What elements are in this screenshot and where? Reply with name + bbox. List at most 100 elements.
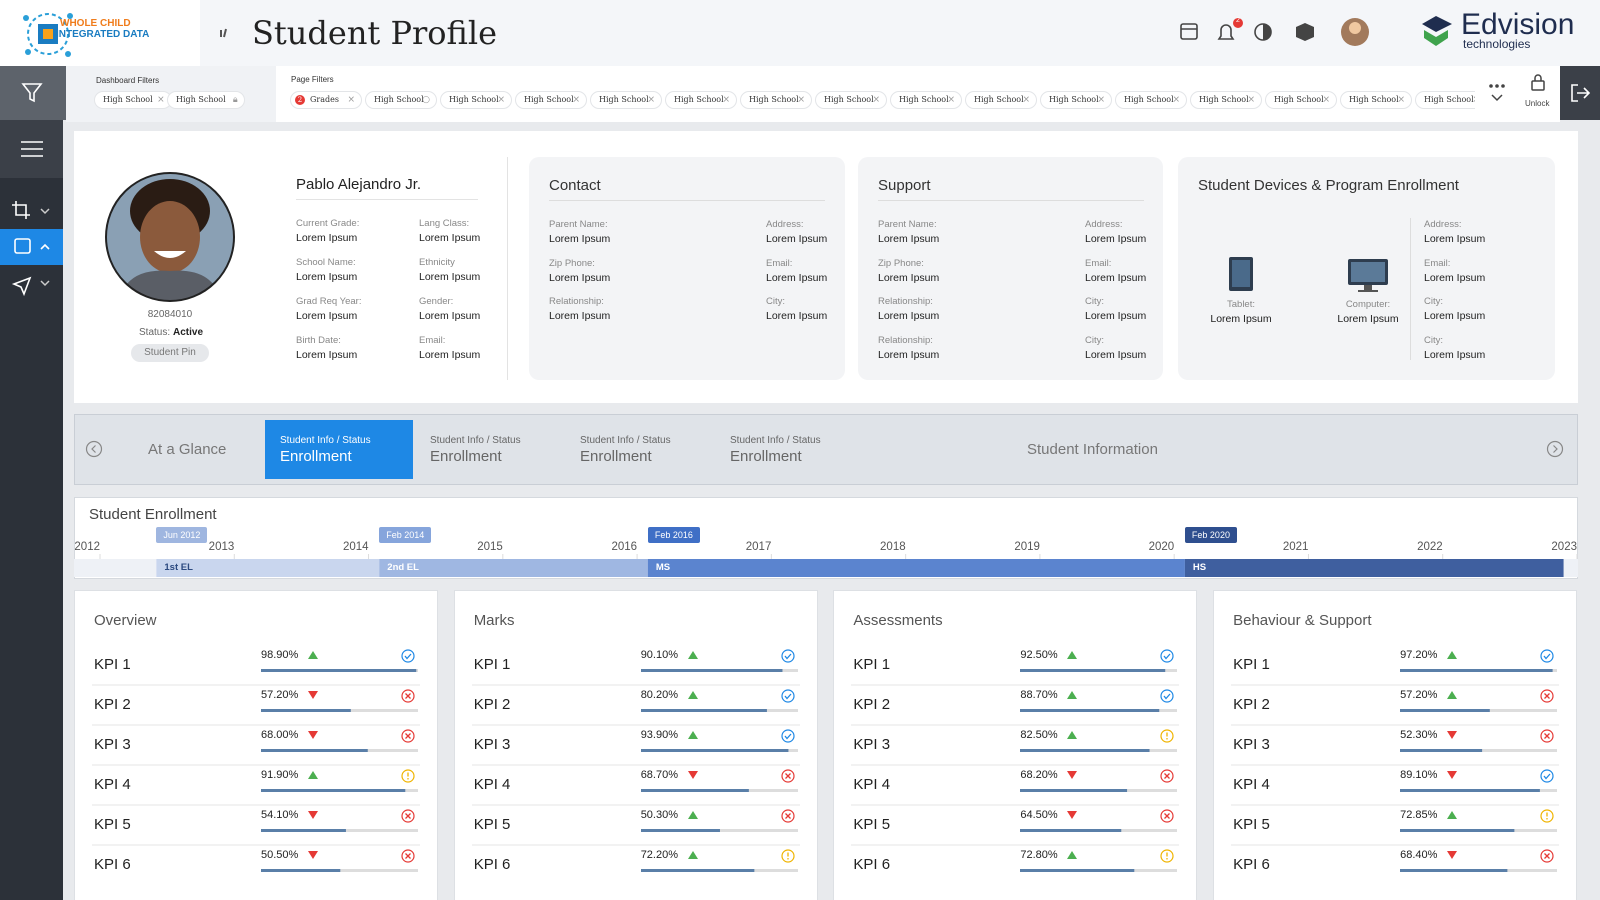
kpi-value: 82.50% [1020,729,1058,741]
filter-chip[interactable]: High School× [1190,91,1262,109]
filter-chip[interactable]: High School× [515,91,587,109]
chip-close: × [347,95,355,105]
status-icon [401,849,415,863]
kpi-bar [1400,789,1540,792]
more-icon[interactable] [1485,80,1509,110]
status-icon [1540,649,1554,663]
filter-chip[interactable]: Grades 2 × [290,91,362,109]
status-icon [1540,729,1554,743]
kpi-value: 72.80% [1020,849,1058,861]
year-label: 2013 [208,541,235,553]
card-title: Student Devices & Program Enrollment [1198,177,1459,194]
pin-icon [220,28,227,38]
field-label: Lang Class: [419,218,470,229]
field-value: Lorem Ipsum [878,310,940,322]
divider [296,199,478,200]
page-title: Student Profile [252,14,498,52]
field-value: Lorem Ipsum [296,310,358,322]
status-label: Status: [139,327,171,338]
status-icon [1160,689,1174,703]
tab-label: Enrollment [730,448,802,465]
kpi-panel-title: Assessments [853,612,943,629]
filter-chip[interactable]: High School× [665,91,737,109]
device-label: Computer: [1345,299,1391,310]
field-value: Lorem Ipsum [296,271,358,283]
trend-arrow [308,851,318,859]
field-label: Email: [1424,257,1451,269]
filter-chip[interactable]: High School× [890,91,962,109]
kpi-bar [640,669,783,672]
period-start-tag: Feb 2020 [1184,527,1237,543]
filter-chip[interactable]: High School× [440,91,512,109]
kpi-name: KPI 3 [853,736,891,753]
sidebar [0,66,63,900]
field-value: Lorem Ipsum [1085,348,1147,361]
filter-chip[interactable]: High School× [815,91,887,109]
filter-chip[interactable]: High School× [94,91,172,109]
kpi-value: 90.10% [640,649,678,661]
status-icon [1160,769,1174,783]
field-value: Lorem Ipsum [419,271,481,283]
field-value: Lorem Ipsum [419,349,481,361]
kpi-graphics [92,649,420,872]
status-icon [781,849,795,863]
trend-arrow [1067,691,1078,699]
trend-arrow [687,691,698,699]
chip-close: 🔒︎ [232,95,238,105]
timeline [74,554,1578,577]
tab[interactable]: Student Info / Status Enrollment [265,420,413,479]
kpi-name: KPI 6 [473,856,511,873]
chip-badge: 2 [295,95,305,105]
filter-button[interactable] [0,66,66,120]
status-icon [781,729,795,743]
chip-text: High School [1274,95,1324,104]
filter-chip[interactable]: High School× [1265,91,1337,109]
tab[interactable]: At a Glance [118,420,253,479]
kpi-name: KPI 1 [1233,656,1270,673]
field-label: City: [1085,296,1104,307]
field-label: Birth Date: [296,335,341,346]
field-label: Address: [1424,219,1462,230]
filter-chip[interactable]: High School× [1115,91,1187,109]
chip-close: × [1322,95,1330,105]
kpi-graphics [1231,649,1560,872]
filter-chip[interactable]: High School× [1040,91,1112,109]
chip-text: High School [974,95,1024,104]
tab-subtitle: Student Info / Status [730,435,821,446]
trend-arrow [1067,851,1078,859]
kpi-bar [1020,829,1122,832]
tab-prev[interactable] [84,439,104,459]
unlock-button[interactable]: Unlock [1525,99,1550,108]
chip-close: × [1472,92,1475,108]
tablet-icon [1229,257,1253,291]
filter-chip[interactable]: High School 🔒︎ [167,91,245,109]
tab[interactable]: Student Info / Status Enrollment [565,420,713,479]
filter-chip[interactable]: High School× [1415,91,1475,109]
field-value: Lorem Ipsum [549,310,611,322]
trend-arrow [1447,731,1458,739]
page-filter-chips: Grades 2 × High School ○ High School × High Sch… [290,90,1475,114]
header-bar [0,0,1600,66]
kpi-panel [1213,590,1578,900]
divider [878,200,1144,201]
filter-chip[interactable]: High School ○ [365,91,437,109]
status-icon [1160,809,1174,823]
filter-chip[interactable]: High School× [1340,91,1412,109]
filter-chip[interactable]: High School× [740,91,812,109]
kpi-bar [1400,829,1515,832]
kpi-value: 89.10% [1400,769,1438,781]
kpi-bar [1400,869,1508,872]
trend-arrow [1067,731,1078,739]
filter-chip[interactable]: High School× [590,91,662,109]
tab[interactable]: Student Information [1015,420,1215,479]
kpi-value: 88.70% [1020,689,1058,701]
status-glyph [784,733,792,740]
filter-chip[interactable]: High School× [965,91,1037,109]
tab-next[interactable] [1545,439,1565,459]
year-label: 2017 [745,541,772,553]
student-pin-button[interactable]: Student Pin [131,344,209,362]
status-icon [1540,769,1554,783]
kpi-bar [1020,789,1128,792]
tab[interactable]: Student Info / Status Enrollment [715,420,863,479]
tab[interactable]: Student Info / Status Enrollment [415,420,563,479]
